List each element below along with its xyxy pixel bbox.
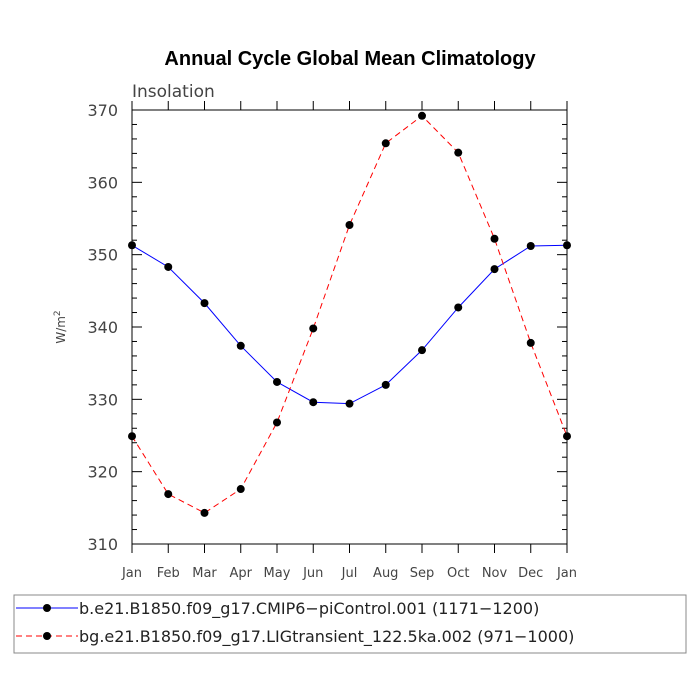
data-point-series-1 (164, 262, 173, 271)
x-tick-label: Feb (157, 566, 180, 581)
axes: 310 320 330 340 350 360 370 Jan Feb Mar Apr May Jun J… (87, 101, 577, 581)
y-tick-label: 360 (87, 173, 118, 192)
data-point-series-2 (526, 338, 535, 347)
data-point-series-1 (128, 241, 136, 250)
data-point-series-2 (563, 432, 571, 441)
x-tick-label: Oct (447, 566, 469, 581)
x-tick-label: Apr (230, 566, 253, 581)
y-axis-label: W/m2 (53, 310, 68, 343)
x-tick-label: Jun (302, 566, 323, 581)
data-point-series-2 (309, 324, 318, 333)
data-point-series-2 (381, 139, 390, 148)
data-point-series-2 (490, 234, 499, 243)
data-point-series-1 (563, 241, 571, 250)
data-point-series-2 (418, 111, 426, 120)
x-tick-label: Jul (341, 566, 358, 581)
legend-box (13, 594, 687, 654)
data-point-series-1 (526, 241, 535, 250)
data-point-series-1 (273, 377, 281, 386)
data-point-series-2 (200, 508, 209, 517)
legend-marker-1 (43, 604, 51, 612)
x-tick-label: Nov (482, 566, 508, 581)
series-line-1 (131, 244, 568, 405)
x-tick-label: Jan (556, 566, 577, 581)
x-tick-label: Aug (373, 566, 398, 581)
data-point-series-1 (200, 299, 209, 308)
legend-marker-2 (43, 632, 51, 640)
data-point-series-2 (164, 490, 173, 499)
data-point-series-2 (236, 485, 245, 494)
y-tick-label: 340 (87, 318, 118, 337)
data-point-series-2 (454, 148, 463, 157)
x-tick-label: Jan (121, 566, 142, 581)
series-layer (128, 111, 571, 517)
y-tick-label: 370 (87, 101, 118, 120)
data-point-series-2 (273, 418, 281, 427)
y-tick-label: 350 (87, 246, 118, 265)
data-point-series-1 (345, 399, 354, 408)
x-tick-label: Sep (410, 566, 435, 581)
data-point-series-1 (418, 346, 426, 355)
data-point-series-1 (454, 303, 463, 312)
chart-title: Annual Cycle Global Mean Climatology (164, 48, 536, 70)
data-point-series-1 (381, 380, 390, 389)
data-point-series-1 (309, 398, 318, 407)
series-line-2 (131, 115, 568, 514)
legend-label-1: b.e21.B1850.f09_g17.CMIP6−piControl.001 … (79, 599, 539, 619)
data-point-series-1 (490, 265, 499, 274)
chart-subtitle: Insolation (132, 82, 215, 102)
data-point-series-2 (345, 221, 354, 230)
x-tick-label: Mar (192, 566, 217, 581)
data-point-series-1 (236, 341, 245, 350)
legend: b.e21.B1850.f09_g17.CMIP6−piControl.001 … (13, 594, 687, 654)
y-tick-label: 320 (87, 463, 118, 482)
plot-frame (131, 109, 568, 545)
y-tick-label: 330 (87, 390, 118, 409)
data-point-series-2 (128, 432, 136, 441)
legend-label-2: bg.e21.B1850.f09_g17.LIGtransient_122.5k… (79, 627, 574, 647)
y-tick-label: 310 (87, 535, 118, 554)
x-tick-label: May (264, 566, 291, 581)
x-tick-label: Dec (518, 566, 543, 581)
